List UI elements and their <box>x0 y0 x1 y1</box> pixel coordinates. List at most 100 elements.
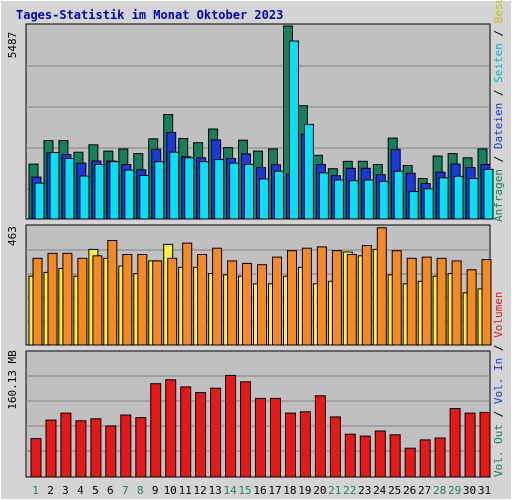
bar-volumen-day-11 <box>180 386 192 478</box>
bar-rechner-day-23 <box>361 245 372 346</box>
bar-volumen-day-24 <box>374 430 386 478</box>
bar-volumen-day-10 <box>165 379 177 478</box>
bar-rechner-day-12 <box>197 254 208 346</box>
bar-volumen-day-23 <box>359 435 371 478</box>
bar-seiten-day-4 <box>79 175 90 220</box>
day-label-9: 9 <box>152 484 159 497</box>
bar-rechner-day-24 <box>376 227 387 346</box>
bar-seiten-day-11 <box>184 157 195 220</box>
legend-entry: Vol. Out <box>492 424 505 477</box>
day-label-7: 7 <box>122 484 129 497</box>
bar-rechner-day-1 <box>32 257 43 346</box>
day-label-12: 12 <box>193 484 206 497</box>
bar-volumen-day-18 <box>285 412 296 478</box>
day-label-13: 13 <box>208 484 221 497</box>
legend-entry: / <box>492 338 505 358</box>
bar-seiten-day-12 <box>199 161 210 220</box>
bar-volumen-day-27 <box>419 439 431 478</box>
chart-panels <box>25 23 494 478</box>
bar-seiten-day-2 <box>49 152 60 220</box>
bar-rechner-day-3 <box>62 252 73 346</box>
day-label-8: 8 <box>137 484 144 497</box>
chart-title: Tages-Statistik im Monat Oktober 2023 <box>16 8 283 22</box>
day-label-11: 11 <box>179 484 192 497</box>
bar-volumen-day-1 <box>30 438 42 478</box>
day-label-5: 5 <box>92 484 99 497</box>
bar-rechner-day-16 <box>257 264 267 346</box>
bar-rechner-day-20 <box>316 246 327 346</box>
bar-rechner-day-11 <box>182 242 193 346</box>
bar-rechner-day-28 <box>436 257 447 346</box>
bar-seiten-day-8 <box>139 174 150 220</box>
bar-volumen-day-2 <box>45 419 57 478</box>
bar-seiten-day-21 <box>333 179 344 220</box>
bar-seiten-day-18 <box>289 40 299 220</box>
bar-rechner-day-15 <box>242 262 252 346</box>
bar-seiten-day-31 <box>483 168 494 220</box>
bar-rechner-day-19 <box>301 247 312 346</box>
day-label-18: 18 <box>283 484 296 497</box>
bar-seiten-day-25 <box>393 170 404 220</box>
visits-panel <box>25 224 492 346</box>
bar-volumen-day-28 <box>434 437 446 478</box>
bar-volumen-day-9 <box>150 383 162 478</box>
bar-volumen-day-5 <box>90 418 102 478</box>
legend-entry: Dateien <box>492 103 505 149</box>
legend-volume: Vol. Out / Vol. In / Volumen <box>492 292 505 477</box>
bar-seiten-day-6 <box>109 161 120 220</box>
bar-volumen-day-22 <box>344 433 356 478</box>
bar-volumen-day-4 <box>75 420 87 478</box>
legend-entry: / <box>492 149 505 169</box>
day-label-23: 23 <box>358 484 371 497</box>
day-label-27: 27 <box>418 484 431 497</box>
bar-rechner-day-21 <box>331 250 342 346</box>
bar-volumen-day-29 <box>449 408 461 478</box>
legend-entry: Seiten <box>492 43 505 83</box>
day-label-25: 25 <box>388 484 401 497</box>
bar-volumen-day-12 <box>195 392 207 478</box>
bar-rechner-day-13 <box>212 247 223 346</box>
requests-axis-max-label: 5487 <box>6 32 19 59</box>
bar-seiten-day-14 <box>229 162 240 220</box>
bar-rechner-day-2 <box>47 252 58 346</box>
bar-seiten-day-3 <box>64 158 75 220</box>
bar-rechner-day-18 <box>287 250 297 346</box>
day-label-22: 22 <box>343 484 356 497</box>
day-label-24: 24 <box>373 484 387 497</box>
bar-seiten-day-10 <box>169 151 180 220</box>
day-label-28: 28 <box>433 484 446 497</box>
bar-volumen-day-31 <box>479 411 491 478</box>
bar-seiten-day-13 <box>214 159 225 220</box>
day-label-14: 14 <box>223 484 237 497</box>
day-label-4: 4 <box>77 484 84 497</box>
bar-volumen-day-14 <box>225 374 237 478</box>
bar-seiten-day-17 <box>274 170 284 220</box>
bar-rechner-day-29 <box>451 260 462 346</box>
bar-seiten-day-7 <box>124 169 135 220</box>
day-label-20: 20 <box>313 484 326 497</box>
bar-seiten-day-20 <box>318 172 329 220</box>
bar-rechner-day-5 <box>92 255 103 346</box>
day-label-10: 10 <box>164 484 177 497</box>
bar-rechner-day-14 <box>227 260 238 346</box>
bar-volumen-day-8 <box>135 417 147 478</box>
bar-seiten-day-22 <box>348 180 359 220</box>
day-label-16: 16 <box>253 484 266 497</box>
bar-rechner-day-4 <box>77 257 88 346</box>
bar-volumen-day-30 <box>464 412 476 478</box>
bar-volumen-day-20 <box>314 395 326 478</box>
volume-axis-max-label: 160.13 MB <box>6 350 19 410</box>
day-label-19: 19 <box>298 484 311 497</box>
legend-requests-visits: Anfragen / Dateien / Seiten / Besuche / … <box>492 0 505 222</box>
bar-volumen-day-26 <box>404 447 416 478</box>
bar-seiten-day-16 <box>259 178 269 220</box>
bar-seiten-day-5 <box>94 164 105 220</box>
bar-volumen-day-19 <box>299 411 311 478</box>
legend-entry: Anfragen <box>492 169 505 222</box>
bar-seiten-day-29 <box>453 175 464 220</box>
day-label-26: 26 <box>403 484 416 497</box>
bar-seiten-day-15 <box>244 164 254 220</box>
bar-seiten-day-24 <box>378 180 389 220</box>
bar-seiten-day-23 <box>363 179 374 220</box>
visits-axis-max-label: 463 <box>6 226 19 246</box>
